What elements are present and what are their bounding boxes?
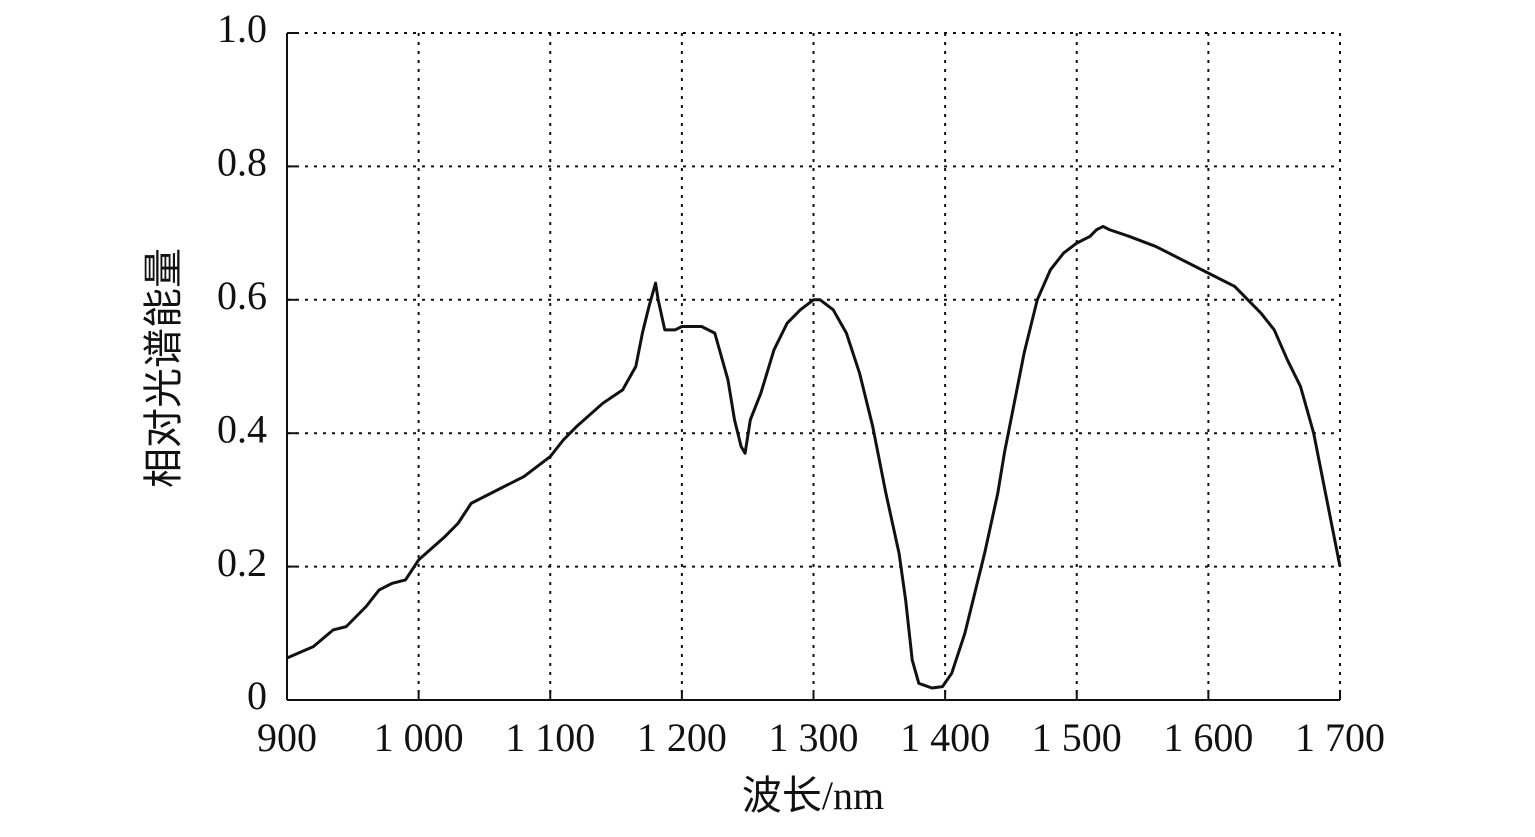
x-tick-label: 1 600 (1163, 715, 1253, 760)
x-tick-label: 1 000 (374, 715, 464, 760)
x-tick-label: 1 500 (1032, 715, 1122, 760)
y-tick-label: 0.2 (217, 540, 267, 585)
x-axis-label: 波长/nm (742, 773, 884, 818)
y-tick-label: 0.6 (217, 273, 267, 318)
x-tick-label: 1 200 (637, 715, 727, 760)
y-tick-label: 0.8 (217, 140, 267, 185)
y-tick-label: 0 (247, 673, 267, 718)
x-tick-label: 1 100 (505, 715, 595, 760)
x-tick-label: 1 700 (1295, 715, 1385, 760)
x-tick-label: 1 400 (900, 715, 990, 760)
x-tick-label: 900 (257, 715, 317, 760)
x-tick-label: 1 300 (769, 715, 859, 760)
y-axis-label: 相对光谱能量 (141, 248, 186, 488)
y-tick-label: 1.0 (217, 6, 267, 51)
y-tick-label: 0.4 (217, 406, 267, 451)
data-line (286, 224, 1342, 690)
